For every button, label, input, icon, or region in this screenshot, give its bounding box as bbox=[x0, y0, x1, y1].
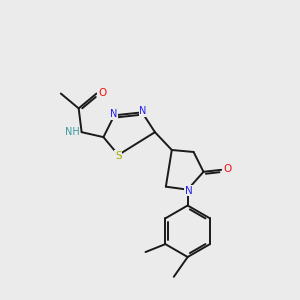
Text: O: O bbox=[223, 164, 231, 174]
Text: N: N bbox=[140, 106, 147, 116]
Text: O: O bbox=[98, 88, 106, 98]
Text: S: S bbox=[115, 151, 122, 161]
Text: N: N bbox=[110, 109, 117, 119]
Text: N: N bbox=[185, 186, 193, 196]
Text: NH: NH bbox=[65, 127, 80, 137]
